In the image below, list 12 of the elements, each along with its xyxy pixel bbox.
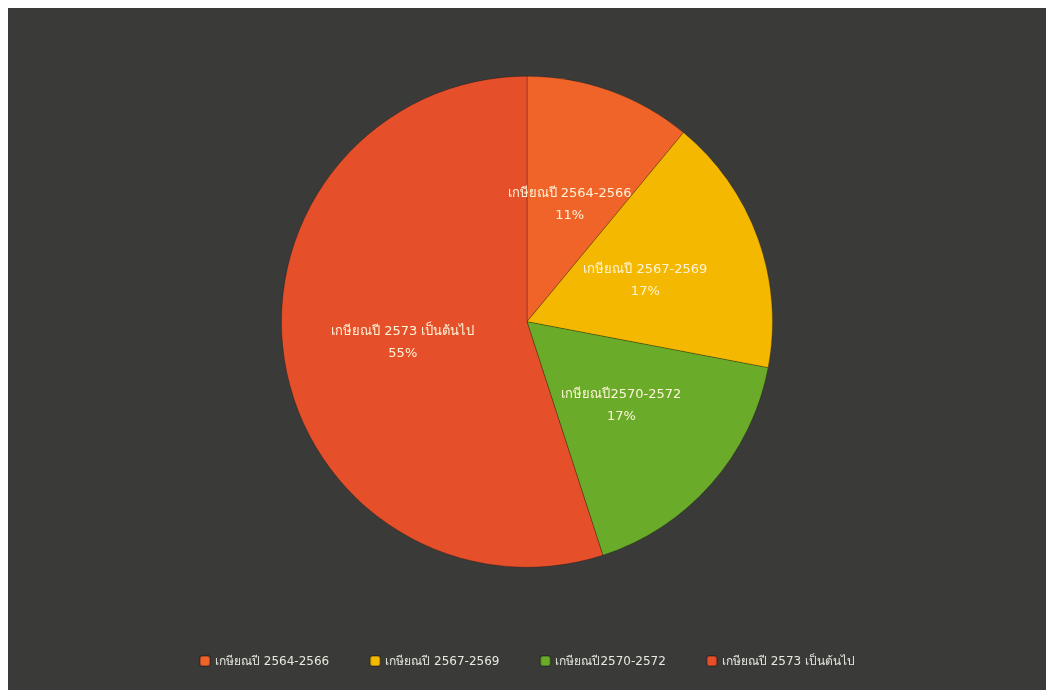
slice-label: เกษียณปี 2564-2566 bbox=[507, 184, 632, 200]
data-label: 17% bbox=[606, 408, 636, 424]
legend-label: เกษียณปี 2573 เป็นต้นไป bbox=[721, 653, 856, 668]
slice-label: เกษียณปี2570-2572 bbox=[561, 386, 682, 402]
legend-label: เกษียณปี 2564-2566 bbox=[214, 654, 330, 668]
legend-label: เกษียณปี 2567-2569 bbox=[385, 654, 500, 668]
data-label: 11% bbox=[555, 206, 585, 222]
legend-label: เกษียณปี2570-2572 bbox=[555, 654, 666, 668]
slice-label: เกษียณปี 2567-2569 bbox=[583, 260, 708, 276]
data-label: 55% bbox=[388, 344, 418, 360]
data-label: 17% bbox=[630, 282, 660, 298]
slice-label: เกษียณปี 2573 เป็นต้นไป bbox=[331, 320, 475, 338]
